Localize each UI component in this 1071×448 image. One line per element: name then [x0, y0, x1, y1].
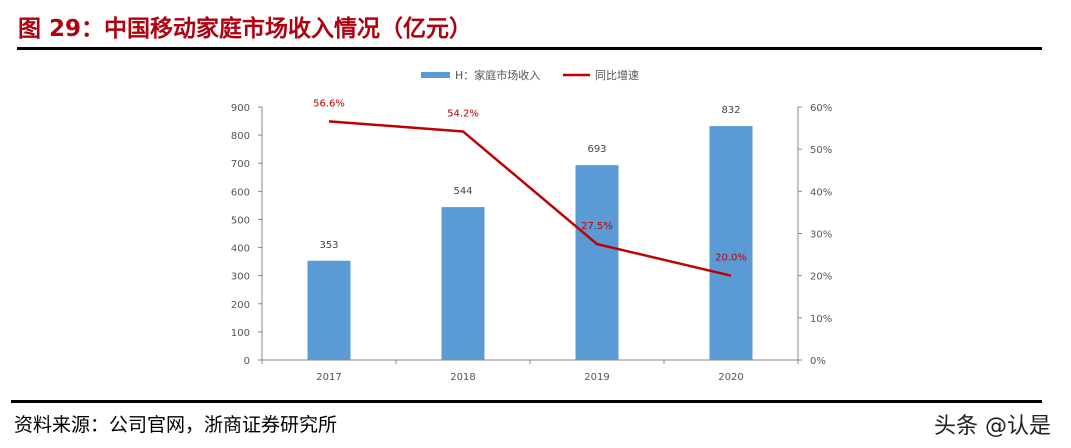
y-tick-label: 800 — [231, 131, 250, 142]
divider — [11, 400, 1042, 403]
y2-tick-label: 40% — [810, 187, 832, 198]
line-series — [328, 120, 732, 277]
bar — [307, 260, 351, 360]
y-tick-label: 700 — [231, 159, 250, 170]
x-tick-label: 2017 — [316, 372, 341, 383]
y2-tick-label: 0% — [810, 356, 826, 367]
page-title: 图 29：中国移动家庭市场收入情况（亿元） — [18, 16, 473, 42]
legend-label: H：家庭市场收入 — [455, 68, 540, 82]
source-note: 资料来源：公司官网，浙商证券研究所 — [14, 414, 338, 436]
line-label: 56.6% — [313, 98, 345, 109]
y2-tick-label: 50% — [810, 145, 832, 156]
y2-tick-label: 30% — [810, 230, 832, 241]
bar-label: 544 — [453, 186, 472, 197]
bar-label: 353 — [319, 240, 338, 251]
y2-tick-label: 60% — [810, 103, 832, 114]
y-tick-label: 900 — [231, 103, 250, 114]
y-tick-label: 200 — [231, 300, 250, 311]
line-label: 54.2% — [447, 108, 479, 119]
bar-label: 832 — [721, 105, 740, 116]
watermark: 头条 @认是 — [934, 414, 1051, 439]
legend-swatch-bar — [421, 72, 450, 78]
y-tick-label: 300 — [231, 272, 250, 283]
y-tick-label: 400 — [231, 244, 250, 255]
y-tick-label: 600 — [231, 187, 250, 198]
y2-tick-label: 10% — [810, 314, 832, 325]
y2-tick-label: 20% — [810, 272, 832, 283]
line-label: 20.0% — [715, 253, 747, 264]
line-label: 27.5% — [581, 221, 613, 232]
x-tick-label: 2020 — [718, 372, 743, 383]
y-tick-label: 100 — [231, 328, 250, 339]
bar — [709, 126, 753, 360]
bar — [441, 207, 485, 360]
x-tick-label: 2019 — [584, 372, 609, 383]
y-tick-label: 500 — [231, 215, 250, 226]
y-tick-label: 0 — [244, 356, 250, 367]
bar — [575, 165, 619, 360]
divider — [17, 47, 1042, 50]
legend-label: 同比增速 — [595, 68, 639, 82]
bar-label: 693 — [587, 144, 606, 155]
x-tick-label: 2018 — [450, 372, 475, 383]
